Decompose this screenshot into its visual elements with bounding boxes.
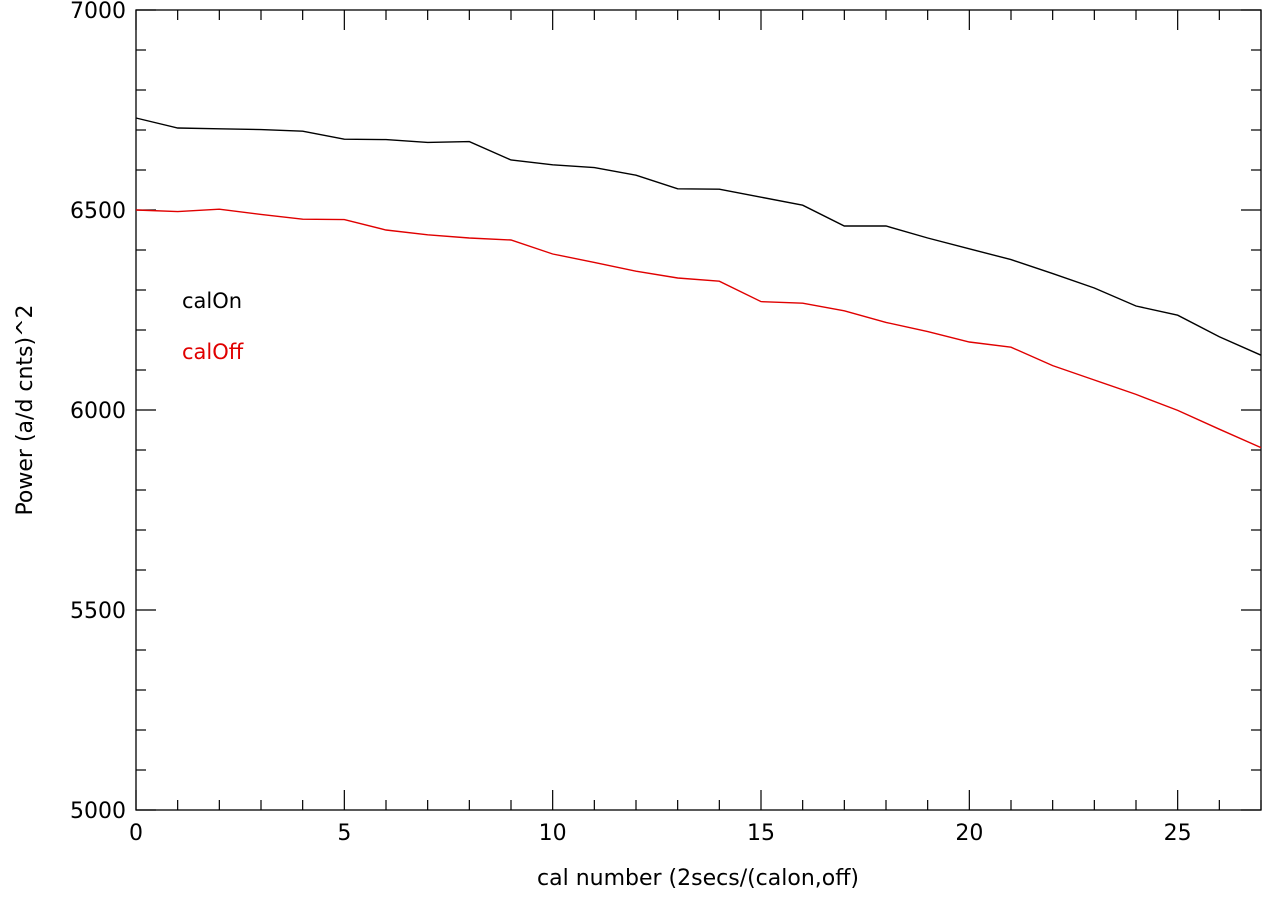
y-tick-label: 7000 [70, 0, 126, 24]
y-tick-labels: 5000 5500 6000 6500 7000 [70, 0, 126, 824]
x-tick-label: 5 [337, 821, 351, 846]
y-axis-label: Power (a/d cnts)^2 [13, 304, 38, 515]
x-tick-label: 25 [1164, 821, 1192, 846]
x-tick-label: 0 [129, 821, 143, 846]
x-tick-label: 20 [955, 821, 983, 846]
y-tick-label: 6500 [70, 199, 126, 224]
series-line-caloff [135, 208, 1262, 449]
y-tick-label: 5500 [70, 599, 126, 624]
y-tick-label: 5000 [70, 799, 126, 824]
x-tick-labels: 0 5 10 15 20 25 [129, 821, 1192, 846]
x-tick-label: 15 [747, 821, 775, 846]
legend-label-calon: calOn [182, 289, 242, 313]
y-tick-label: 6000 [70, 399, 126, 424]
series-lines [135, 117, 1262, 449]
x-axis-label: cal number (2secs/(calon,off) [537, 866, 859, 891]
plot-frame [135, 9, 1262, 811]
axis-ticks [135, 9, 1262, 811]
x-tick-label: 10 [539, 821, 567, 846]
legend-label-caloff: calOff [182, 340, 244, 364]
series-line-calon [135, 117, 1262, 356]
